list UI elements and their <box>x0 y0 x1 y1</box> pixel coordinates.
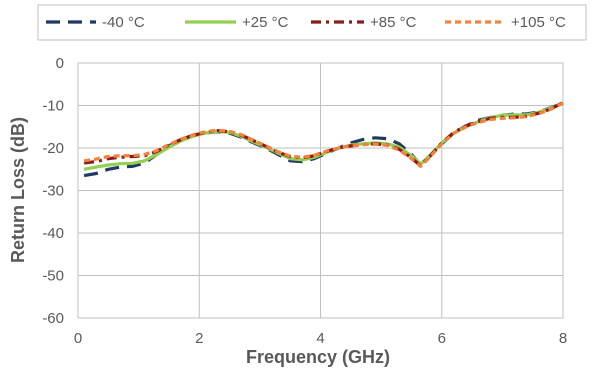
y-tick-label: -60 <box>42 310 64 327</box>
series-lines <box>83 101 564 178</box>
legend: -40 °C +25 °C +85 °C +105 °C <box>37 4 587 41</box>
y-tick-label: 0 <box>56 55 64 72</box>
legend-label-0: -40 °C <box>102 14 145 31</box>
x-tick-label: 2 <box>195 330 203 347</box>
x-tick-label: 0 <box>74 330 82 347</box>
x-tick-label: 6 <box>438 330 446 347</box>
x-tick-label: 8 <box>559 330 567 347</box>
legend-label-1: +25 °C <box>242 14 289 31</box>
x-axis-title: Frequency (GHz) <box>246 347 390 367</box>
y-tick-label: -10 <box>42 98 64 115</box>
series-line-3 <box>83 101 564 168</box>
y-tick-label: -30 <box>42 183 64 200</box>
y-tick-label: -20 <box>42 140 64 157</box>
y-tick-label: -40 <box>42 225 64 242</box>
legend-label-2: +85 °C <box>370 14 417 31</box>
y-axis-title: Return Loss (dB) <box>8 117 28 263</box>
tick-labels: 0 -10 -20 -30 -40 -50 -60 0 2 4 6 8 <box>42 55 567 347</box>
gridlines <box>77 62 564 319</box>
y-tick-label: -50 <box>42 268 64 285</box>
legend-label-3: +105 °C <box>511 14 566 31</box>
x-tick-label: 4 <box>316 330 324 347</box>
